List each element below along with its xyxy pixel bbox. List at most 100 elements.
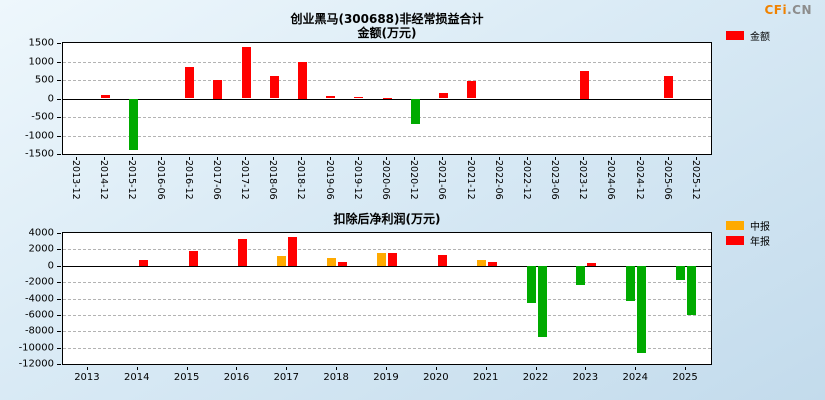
y-tick-mark (57, 98, 61, 100)
y-tick-label: -10000 (18, 342, 54, 354)
bar-2025-06 (664, 76, 674, 99)
x-tick-mark (160, 157, 162, 160)
grid-line (63, 117, 711, 118)
bar-2020-年报 (437, 255, 447, 266)
grid-line (63, 298, 711, 300)
x-tick-label: 2020-12 (408, 160, 420, 200)
bar-2024-中报 (626, 265, 636, 301)
x-tick-mark (535, 367, 537, 370)
x-tick-mark (216, 157, 218, 160)
bar-2022-中报 (526, 265, 536, 303)
x-tick-label: 2022 (522, 372, 549, 383)
x-tick-label: 2016-06 (154, 160, 166, 200)
x-tick-label: 2018 (323, 372, 349, 383)
chart2-y-axis: -12000 -10000 -8000 -6000 -4000 -2000 0 2000 400… (0, 228, 62, 370)
x-tick-mark (357, 157, 359, 160)
x-tick-mark (245, 157, 247, 160)
legend-item-annual: 年报 (726, 233, 770, 248)
legend-swatch-interim (726, 221, 744, 230)
bar-2024-年报 (637, 265, 647, 354)
y-tick-mark (57, 249, 61, 251)
bar-2023-年报 (587, 263, 597, 266)
y-tick-label: -12000 (18, 358, 54, 370)
x-tick-label: 2022-12 (520, 160, 532, 200)
cfi-watermark: CFi.CN (764, 3, 812, 17)
x-tick-mark (583, 157, 585, 160)
y-tick-label: 500 (34, 74, 54, 86)
chart2-plot-area (62, 232, 712, 365)
y-tick-mark (57, 314, 61, 316)
bar-2018-06 (269, 75, 279, 99)
y-tick-mark (57, 117, 61, 118)
bar-2019-中报 (377, 253, 386, 266)
x-tick-label: 2017 (273, 372, 300, 383)
x-tick-label: 2018-06 (267, 160, 279, 200)
x-tick-mark (76, 157, 78, 160)
chart1-title: 创业黑马(300688)非经常损益合计 (290, 12, 484, 26)
x-tick-mark (104, 157, 106, 160)
x-tick-mark (273, 157, 275, 160)
y-tick-label: 1000 (28, 56, 54, 67)
bar-2015-12 (128, 98, 138, 151)
x-tick-mark (414, 157, 416, 160)
x-tick-label: 2013-12 (70, 160, 82, 200)
x-tick-label: 2021-12 (464, 160, 476, 200)
x-tick-mark (336, 367, 338, 370)
x-tick-label: 2023-06 (549, 160, 561, 200)
grid-line (63, 61, 711, 63)
x-tick-label: 2025 (672, 372, 698, 383)
y-tick-label: -1500 (24, 148, 54, 160)
x-tick-label: 2018-12 (295, 160, 307, 200)
legend-label-interim: 中报 (750, 222, 770, 233)
x-tick-label: 2024-12 (633, 160, 645, 200)
x-tick-mark (526, 157, 528, 160)
grid-line (63, 282, 711, 284)
x-tick-label: 2023 (572, 372, 599, 383)
x-tick-label: 2017-12 (239, 160, 251, 200)
bar-2023-12 (579, 70, 589, 99)
x-tick-mark (635, 367, 637, 370)
bar-2021-中报 (476, 260, 486, 266)
bar-2019-12 (354, 97, 364, 99)
y-tick-mark (57, 282, 61, 284)
legend-item-amount: 金额 (726, 28, 770, 43)
x-tick-mark (695, 157, 697, 160)
x-tick-label: 2021-06 (436, 160, 448, 200)
x-tick-label: 2019-06 (323, 160, 335, 200)
x-tick-mark (685, 367, 687, 370)
chart2-legend: 中报 年报 (726, 218, 770, 248)
bar-2019-年报 (388, 252, 397, 266)
bar-2015-年报 (188, 251, 198, 266)
bar-2020-06 (382, 97, 392, 99)
x-tick-label: 2019-12 (351, 160, 363, 200)
chart1-y-axis: -1500 -1000 -500 0 500 1000 1500 (0, 38, 62, 160)
x-tick-label: 2020 (423, 372, 449, 383)
x-tick-label: 2015 (173, 372, 200, 383)
x-tick-label: 2020-06 (380, 160, 391, 200)
grid-line (63, 347, 711, 349)
bar-2022-年报 (537, 265, 547, 337)
bar-2016-12 (185, 67, 195, 99)
grid-line (63, 331, 711, 333)
x-tick-mark (470, 157, 472, 160)
bar-2021-年报 (487, 261, 497, 266)
x-tick-label: 2024-06 (605, 160, 617, 200)
bar-2019-06 (326, 96, 336, 99)
y-tick-mark (57, 61, 61, 63)
x-tick-mark (132, 157, 134, 160)
chart1-subtitle: 金额(万元) (357, 26, 417, 40)
y-tick-mark (57, 265, 61, 267)
y-tick-label: -6000 (24, 309, 54, 321)
bar-2025-年报 (687, 265, 697, 315)
x-tick-label: 2016 (223, 372, 250, 383)
y-tick-label: -500 (31, 111, 54, 123)
y-tick-label: -1000 (24, 130, 54, 141)
chart1-plot-area (62, 42, 712, 155)
x-tick-mark (386, 367, 387, 370)
y-tick-label: -8000 (24, 325, 54, 337)
watermark-brand: CFi (764, 3, 788, 17)
y-tick-mark (57, 135, 61, 137)
bar-2016-年报 (238, 238, 248, 266)
bar-2017-年报 (288, 237, 298, 266)
